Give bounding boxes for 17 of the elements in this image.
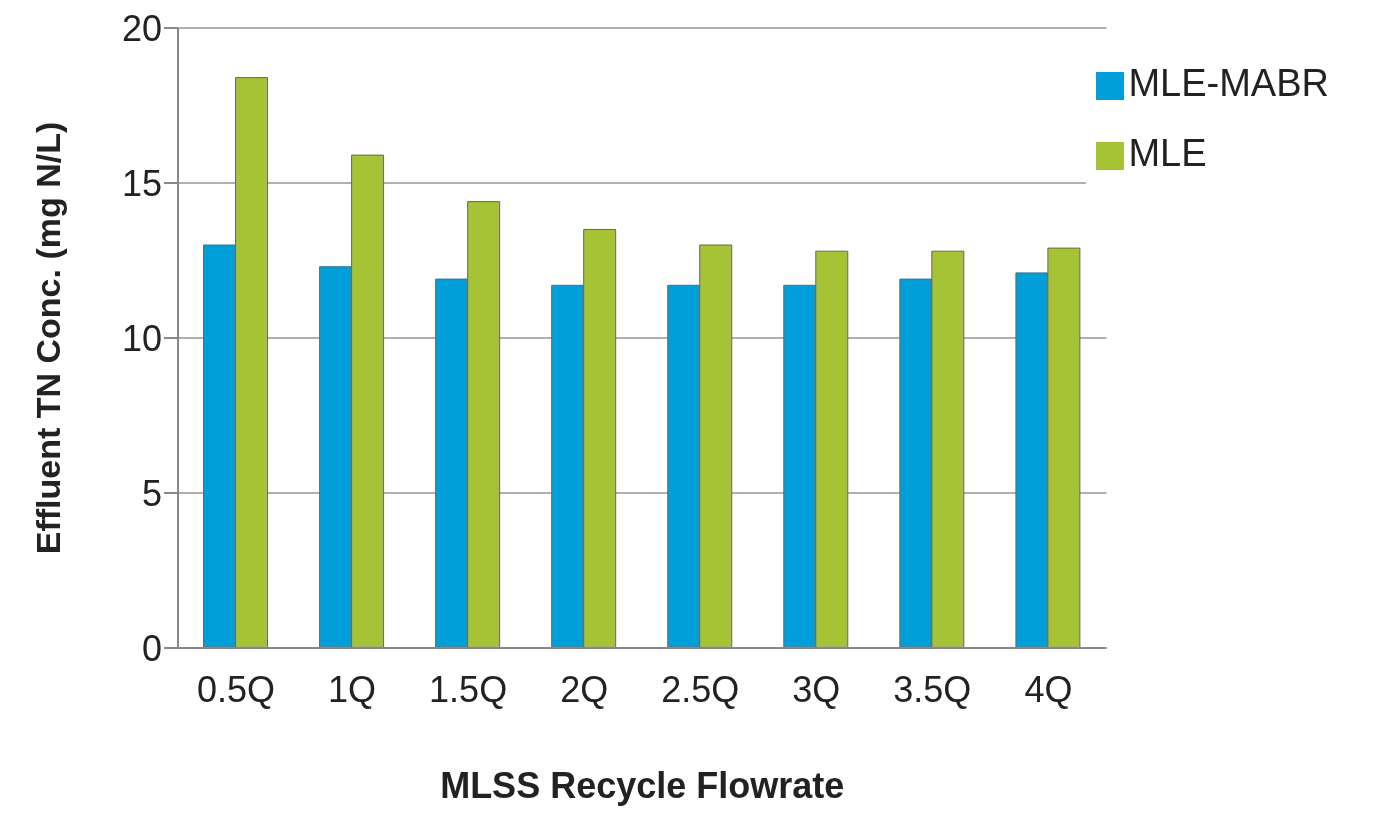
x-tick-label: 0.5Q <box>197 668 276 710</box>
y-tick-label: 10 <box>121 317 162 359</box>
y-axis-title: Effluent TN Conc. (mg N/L) <box>29 121 68 555</box>
y-tick-label: 15 <box>121 162 162 204</box>
x-tick-label: 4Q <box>1024 668 1073 710</box>
y-tick-label: 0 <box>141 627 162 669</box>
x-tick-label: 2.5Q <box>661 668 740 710</box>
x-tick-label: 3Q <box>792 668 841 710</box>
y-tick-label: 20 <box>121 7 162 49</box>
x-tick-label: 1Q <box>328 668 377 710</box>
x-axis-title: MLSS Recycle Flowrate <box>440 765 845 806</box>
y-tick-label: 5 <box>141 472 162 514</box>
x-tick-label: 1.5Q <box>429 668 508 710</box>
legend-label: MLE <box>1128 132 1207 174</box>
x-tick-label: 3.5Q <box>893 668 972 710</box>
x-tick-label: 2Q <box>560 668 609 710</box>
legend-label: MLE-MABR <box>1128 62 1329 104</box>
